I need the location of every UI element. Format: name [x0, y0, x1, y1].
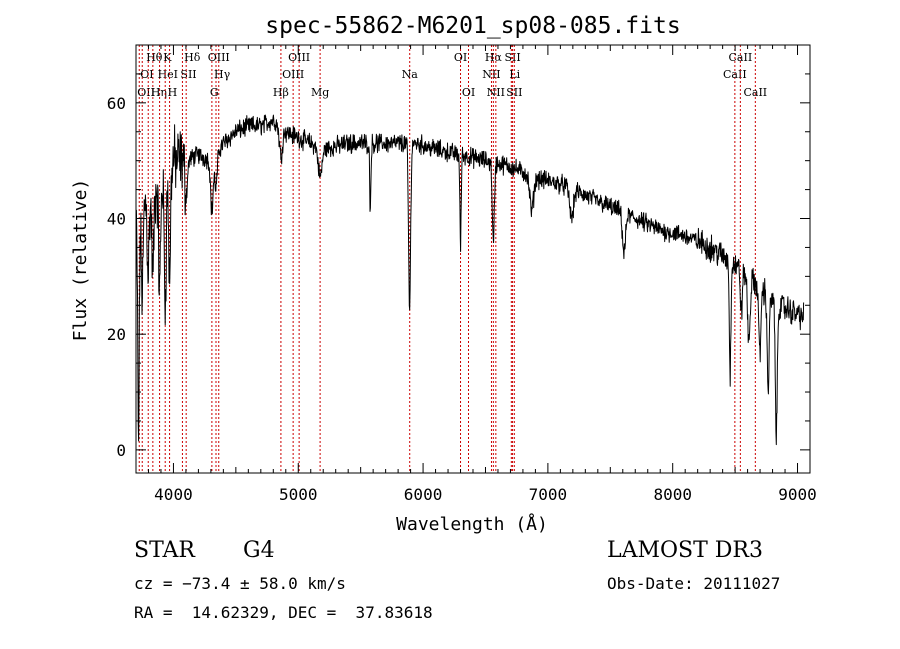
line-marker-label: HeI — [158, 68, 178, 81]
x-tick-label: 4000 — [154, 485, 193, 504]
x-tick-label: 5000 — [279, 485, 318, 504]
observation-date: Obs-Date: 20111027 — [607, 574, 781, 593]
y-tick-label: 20 — [107, 325, 126, 344]
line-marker-label: OI — [140, 68, 153, 81]
line-marker-label: Hα — [485, 51, 503, 64]
x-tick-label: 9000 — [778, 485, 817, 504]
line-marker-label: OIII — [208, 51, 230, 64]
line-marker-label: OIII — [288, 51, 310, 64]
line-marker-label: Hθ — [146, 51, 163, 64]
x-tick-label: 8000 — [653, 485, 692, 504]
line-marker-label: NII — [482, 68, 500, 81]
line-marker-label: Hη — [151, 86, 167, 99]
line-marker-label: NII — [487, 86, 505, 99]
line-marker-label: Hδ — [184, 51, 201, 64]
line-marker-label: SII — [504, 51, 520, 64]
spectrum-line — [135, 114, 805, 446]
x-axis-label: Wavelength (Å) — [396, 513, 548, 535]
line-marker-label: CaII — [723, 68, 747, 81]
sky-coordinates: RA = 14.62329, DEC = 37.83618 — [134, 603, 433, 622]
line-marker-label: OII — [137, 86, 155, 99]
line-marker-label: OI — [462, 86, 475, 99]
emission-line-markers: OIIOIHθHηHeIKHSIIHδGHγOIIIHβOIIIOIIIMgNa… — [137, 45, 767, 473]
line-marker-label: CaII — [743, 86, 767, 99]
chart-title: spec-55862-M6201_sp08-085.fits — [265, 13, 680, 39]
object-class: STAR — [134, 538, 195, 563]
redshift-value: cz = −73.4 ± 58.0 km/s — [134, 574, 346, 593]
line-marker-label: SII — [180, 68, 196, 81]
line-marker-label: Na — [402, 68, 419, 81]
y-axis-label: Flux (relative) — [70, 179, 91, 342]
y-tick-label: 60 — [107, 94, 126, 113]
x-axis: 4000 5000 6000 7000 8000 9000 — [147, 45, 817, 504]
line-marker-label: H — [168, 86, 178, 99]
line-marker-label: Hβ — [273, 86, 289, 99]
x-tick-label: 7000 — [529, 485, 568, 504]
y-axis: 0 20 40 60 — [107, 73, 810, 460]
line-marker-label: SII — [506, 86, 522, 99]
line-marker-label: K — [163, 51, 172, 64]
y-tick-label: 0 — [116, 441, 126, 460]
line-marker-label: CaII — [729, 51, 753, 64]
line-marker-label: OIII — [282, 68, 304, 81]
line-marker-label: G — [210, 86, 219, 99]
y-tick-label: 40 — [107, 210, 126, 229]
x-tick-label: 6000 — [404, 485, 443, 504]
line-marker-label: Li — [509, 68, 520, 81]
line-marker-label: Mg — [311, 86, 329, 99]
line-marker-label: Hγ — [214, 68, 231, 81]
survey-name: LAMOST DR3 — [607, 538, 763, 563]
object-subclass: G4 — [243, 538, 275, 563]
line-marker-label: OI — [454, 51, 467, 64]
